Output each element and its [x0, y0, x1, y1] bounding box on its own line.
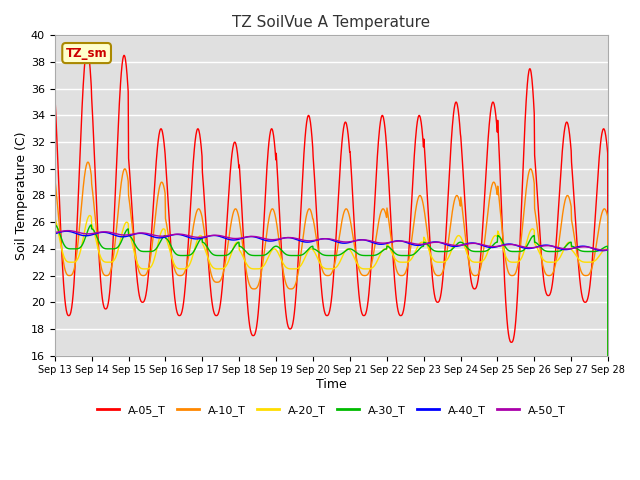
- A-50_T: [51, 229, 59, 235]
- Text: TZ_sm: TZ_sm: [66, 47, 108, 60]
- A-05_T: [174, 312, 182, 318]
- Title: TZ SoilVue A Temperature: TZ SoilVue A Temperature: [232, 15, 431, 30]
- A-30_T: [174, 252, 182, 258]
- A-05_T: [236, 174, 244, 180]
- A-10_T: [51, 175, 59, 181]
- Line: A-05_T: A-05_T: [55, 49, 608, 480]
- A-10_T: [418, 195, 426, 201]
- A-10_T: [236, 223, 244, 228]
- A-40_T: [63, 228, 70, 234]
- A-50_T: [236, 235, 244, 241]
- Line: A-20_T: A-20_T: [55, 216, 608, 480]
- A-05_T: [83, 46, 91, 52]
- A-40_T: [490, 244, 498, 250]
- A-30_T: [161, 233, 168, 239]
- A-40_T: [604, 247, 612, 252]
- Line: A-50_T: A-50_T: [55, 230, 608, 250]
- A-50_T: [600, 247, 608, 253]
- A-30_T: [490, 241, 497, 247]
- A-05_T: [51, 90, 59, 96]
- A-10_T: [161, 188, 168, 194]
- A-20_T: [539, 256, 547, 262]
- A-05_T: [539, 268, 547, 274]
- A-20_T: [490, 234, 498, 240]
- A-20_T: [161, 227, 168, 232]
- A-50_T: [64, 228, 72, 233]
- A-10_T: [84, 159, 92, 165]
- A-50_T: [490, 244, 498, 250]
- A-40_T: [598, 248, 606, 253]
- Line: A-30_T: A-30_T: [55, 225, 608, 480]
- A-05_T: [161, 147, 168, 153]
- A-30_T: [538, 246, 546, 252]
- A-40_T: [236, 236, 244, 242]
- A-20_T: [51, 215, 59, 221]
- A-40_T: [418, 242, 426, 248]
- A-05_T: [490, 100, 498, 106]
- A-50_T: [604, 247, 612, 252]
- X-axis label: Time: Time: [316, 378, 347, 391]
- A-40_T: [539, 242, 547, 248]
- A-30_T: [236, 243, 244, 249]
- A-10_T: [539, 262, 547, 267]
- A-20_T: [418, 240, 426, 245]
- A-05_T: [418, 122, 426, 128]
- A-40_T: [174, 231, 182, 237]
- A-50_T: [174, 231, 182, 237]
- A-50_T: [418, 241, 426, 247]
- A-10_T: [490, 180, 498, 185]
- Y-axis label: Soil Temperature (C): Soil Temperature (C): [15, 131, 28, 260]
- A-20_T: [174, 265, 182, 271]
- Line: A-40_T: A-40_T: [55, 231, 608, 251]
- A-40_T: [51, 231, 59, 237]
- Line: A-10_T: A-10_T: [55, 162, 608, 480]
- A-50_T: [539, 243, 547, 249]
- A-20_T: [236, 248, 244, 254]
- A-10_T: [174, 272, 182, 278]
- A-30_T: [417, 244, 425, 250]
- Legend: A-05_T, A-10_T, A-20_T, A-30_T, A-40_T, A-50_T: A-05_T, A-10_T, A-20_T, A-30_T, A-40_T, …: [92, 401, 570, 420]
- A-30_T: [51, 222, 59, 228]
- A-50_T: [161, 233, 168, 239]
- A-40_T: [161, 234, 168, 240]
- A-20_T: [86, 213, 93, 218]
